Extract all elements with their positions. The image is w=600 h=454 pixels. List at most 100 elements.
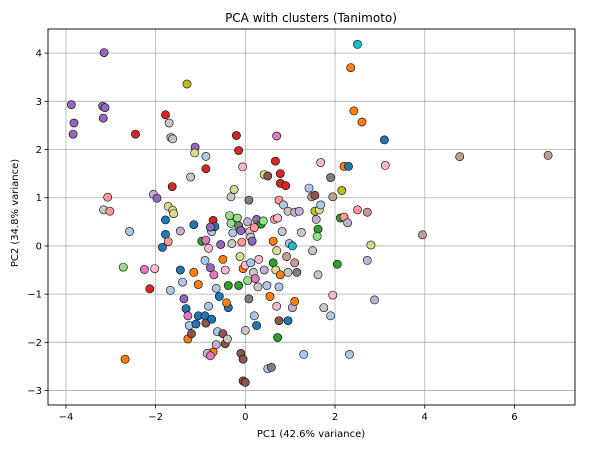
data-point bbox=[131, 129, 140, 139]
data-point bbox=[272, 246, 282, 256]
data-point bbox=[205, 222, 215, 232]
data-point bbox=[238, 354, 248, 364]
data-point bbox=[312, 231, 322, 241]
data-point bbox=[380, 160, 390, 170]
data-point bbox=[211, 283, 221, 293]
x-tick-label: 0 bbox=[242, 412, 248, 423]
data-point bbox=[308, 246, 317, 256]
data-point bbox=[232, 213, 242, 223]
y-tick-label: 4 bbox=[36, 49, 42, 60]
data-point bbox=[205, 263, 215, 272]
x-axis-label: PC1 (42.6% variance) bbox=[257, 429, 365, 440]
data-point bbox=[236, 226, 246, 235]
data-point bbox=[69, 118, 79, 128]
data-point bbox=[161, 215, 170, 225]
data-point bbox=[254, 254, 264, 264]
data-point bbox=[253, 282, 263, 292]
data-point bbox=[294, 206, 304, 216]
data-point bbox=[249, 223, 259, 232]
x-tick-label: 6 bbox=[511, 412, 517, 423]
data-point bbox=[279, 200, 288, 210]
data-point bbox=[152, 193, 162, 203]
data-point bbox=[299, 349, 309, 359]
y-tick-label: 2 bbox=[36, 145, 42, 156]
data-point bbox=[362, 255, 372, 265]
data-point bbox=[189, 267, 199, 277]
data-point bbox=[316, 158, 326, 167]
data-point bbox=[418, 230, 427, 240]
data-point bbox=[244, 294, 254, 304]
data-point bbox=[275, 270, 285, 280]
data-point bbox=[310, 190, 320, 200]
data-point bbox=[209, 270, 219, 280]
data-point bbox=[379, 135, 389, 145]
data-point bbox=[235, 252, 245, 261]
data-point bbox=[139, 265, 149, 274]
data-point bbox=[118, 262, 128, 272]
y-tick-label: −3 bbox=[27, 386, 42, 397]
y-axis-label: PC2 (34.8% variance) bbox=[10, 159, 21, 267]
data-point bbox=[226, 192, 236, 202]
data-point bbox=[292, 267, 302, 277]
data-point bbox=[125, 227, 135, 236]
data-point bbox=[100, 103, 110, 112]
data-point bbox=[237, 237, 247, 247]
data-point bbox=[165, 285, 175, 295]
data-point bbox=[120, 354, 130, 364]
data-point bbox=[103, 192, 113, 202]
data-point bbox=[222, 334, 232, 344]
data-point bbox=[201, 151, 211, 161]
x-tick-label: 2 bbox=[332, 412, 338, 423]
data-point bbox=[238, 162, 248, 172]
data-point bbox=[250, 274, 260, 284]
data-point bbox=[68, 129, 78, 139]
data-point bbox=[296, 227, 306, 237]
data-point bbox=[231, 131, 241, 140]
data-point bbox=[187, 329, 196, 339]
data-point bbox=[311, 214, 321, 224]
data-point bbox=[362, 207, 372, 217]
data-point bbox=[344, 161, 353, 171]
data-point bbox=[246, 258, 256, 268]
data-point bbox=[263, 171, 273, 181]
data-point bbox=[243, 217, 252, 227]
data-point bbox=[181, 304, 191, 313]
data-point bbox=[277, 227, 287, 236]
data-point bbox=[370, 295, 379, 305]
data-point bbox=[200, 255, 210, 265]
data-point bbox=[168, 134, 178, 144]
data-point bbox=[234, 146, 243, 155]
data-point bbox=[543, 150, 553, 160]
data-point bbox=[272, 301, 282, 311]
data-point bbox=[225, 211, 234, 220]
data-point bbox=[105, 206, 115, 216]
data-point bbox=[259, 265, 269, 275]
data-point bbox=[175, 265, 185, 275]
y-tick-label: 0 bbox=[36, 241, 42, 252]
data-point bbox=[290, 258, 300, 268]
data-point bbox=[316, 200, 326, 210]
data-point bbox=[346, 63, 356, 72]
data-point bbox=[222, 298, 231, 308]
data-point bbox=[274, 316, 284, 325]
data-point bbox=[66, 100, 76, 110]
data-point bbox=[262, 281, 272, 290]
x-tick-label: 4 bbox=[422, 412, 428, 423]
data-point bbox=[258, 216, 268, 226]
data-point bbox=[234, 281, 243, 290]
plot-frame bbox=[47, 28, 576, 406]
data-point bbox=[186, 172, 195, 182]
data-points bbox=[66, 40, 553, 387]
data-point bbox=[150, 264, 160, 273]
data-point bbox=[163, 237, 173, 246]
data-point bbox=[243, 276, 252, 285]
data-point bbox=[201, 235, 211, 245]
data-point bbox=[167, 182, 177, 191]
data-point bbox=[349, 106, 359, 116]
data-point bbox=[204, 301, 213, 311]
data-point bbox=[304, 183, 314, 193]
data-point bbox=[249, 311, 259, 321]
data-point bbox=[164, 118, 174, 128]
